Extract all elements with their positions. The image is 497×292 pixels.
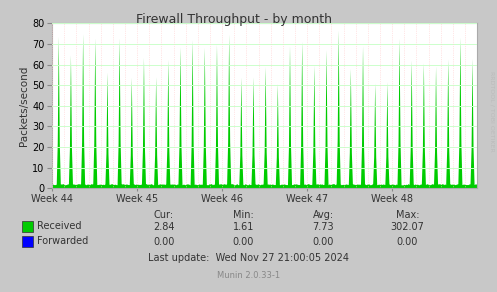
Text: Last update:  Wed Nov 27 21:00:05 2024: Last update: Wed Nov 27 21:00:05 2024 [148,253,349,263]
Bar [22,236,33,247]
Text: Min:: Min: [233,210,254,220]
Text: 1.61: 1.61 [233,222,254,232]
Text: 0.00: 0.00 [312,237,334,247]
Text: 7.73: 7.73 [312,222,334,232]
Text: 0.00: 0.00 [397,237,418,247]
Text: Firewall Throughput - by month: Firewall Throughput - by month [136,13,331,26]
Text: RRDTOOL / TOBI OETIKER: RRDTOOL / TOBI OETIKER [490,71,495,151]
Bar [22,221,33,232]
Text: 0.00: 0.00 [233,237,254,247]
Text: Avg:: Avg: [313,210,333,220]
Text: 0.00: 0.00 [153,237,175,247]
Text: Cur:: Cur: [154,210,174,220]
Text: 302.07: 302.07 [391,222,424,232]
Text: 2.84: 2.84 [153,222,175,232]
Text: Received: Received [37,221,82,231]
Text: Forwarded: Forwarded [37,237,88,246]
Text: Max:: Max: [396,210,419,220]
Text: Munin 2.0.33-1: Munin 2.0.33-1 [217,272,280,280]
Y-axis label: Packets/second: Packets/second [19,66,29,146]
